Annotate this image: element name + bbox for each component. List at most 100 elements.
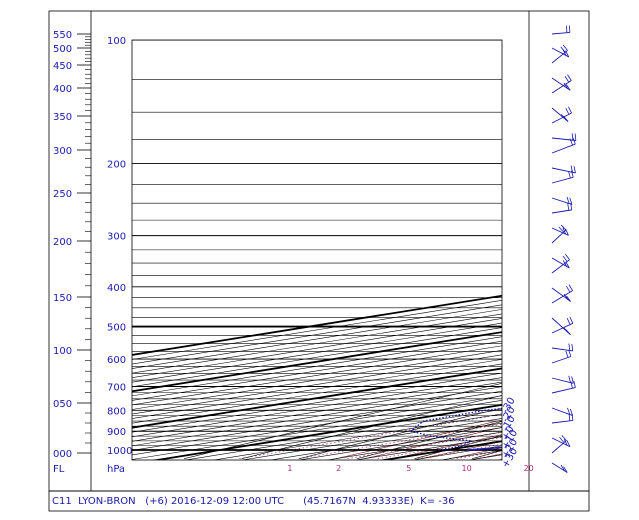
fl-tick-label: 250 — [53, 189, 72, 200]
wind-barb-flag — [570, 381, 573, 389]
pressure-tick-label: 1000 — [107, 446, 132, 457]
fl-tick-label: 050 — [53, 399, 72, 410]
station-footer: C11 LYON-BRON (+6) 2016-12-09 12:00 UTC … — [52, 496, 455, 510]
wind-barb-flag — [568, 349, 572, 357]
wind-barb-flag — [566, 440, 571, 447]
fl-tick-label: 400 — [53, 84, 72, 95]
wind-barb-staff — [551, 112, 572, 124]
wind-barb-flag — [562, 255, 568, 262]
wind-barb-flag — [571, 376, 574, 384]
fl-tick-label: 200 — [53, 237, 72, 248]
dry-adiabat — [356, 421, 502, 459]
wind-barb-flag — [568, 25, 571, 33]
wind-barb-flag — [568, 106, 572, 114]
wind-barb-staff — [551, 290, 573, 304]
footer-lead: (+6) — [145, 496, 168, 507]
footer-coords: (45.7167N 4.93333E) — [303, 496, 414, 507]
isotherm — [132, 349, 502, 410]
dewpoint-profile — [409, 407, 502, 451]
wind-barb-flag — [565, 228, 569, 236]
wind-barb-staff — [551, 347, 573, 352]
pressure-tick-label: 500 — [107, 323, 126, 334]
wind-barb-staff — [551, 259, 570, 274]
pressure-tick-label: 200 — [107, 159, 126, 170]
mixing-ratio-label: 10 — [462, 464, 472, 473]
wind-barb-flag — [566, 318, 571, 325]
wind-barb-flag — [566, 196, 570, 204]
fl-tick-label: 100 — [53, 346, 72, 357]
wind-barb-staff — [551, 143, 576, 154]
fl-tick-label: 300 — [53, 146, 72, 157]
wind-barb-flag — [565, 25, 568, 33]
wind-barb-flag — [571, 170, 574, 178]
wind-barb-flag — [562, 44, 568, 51]
wind-barb-flag — [569, 197, 573, 205]
wind-barb-flag — [564, 76, 570, 83]
saturated-adiabat — [335, 419, 502, 459]
wind-barb-staff — [551, 209, 572, 214]
pressure-tick-label: 100 — [107, 36, 126, 47]
wind-barb-flag — [567, 407, 571, 415]
wind-barb-flag — [571, 343, 574, 351]
wind-barb-flag — [566, 295, 571, 302]
wind-barb-flag — [562, 227, 567, 235]
footer-frame — [48, 490, 590, 512]
wind-barb-flag — [568, 343, 571, 351]
wind-barb-flag — [565, 253, 570, 261]
fl-tick-label: 150 — [53, 293, 72, 304]
footer-code: C11 — [52, 496, 72, 507]
pressure-tick-label: 400 — [107, 283, 126, 294]
wind-barb-staff — [551, 80, 572, 94]
wind-barb-flag — [567, 203, 570, 211]
wind-barb-flag — [563, 466, 568, 473]
pressure-tick-label: 900 — [107, 427, 126, 438]
wind-barb-staff — [551, 387, 576, 394]
wind-barb-flag — [569, 138, 573, 146]
wind-barb-staff — [551, 176, 574, 184]
wind-barb-staff — [551, 322, 574, 334]
wind-barb-staff — [551, 419, 573, 424]
fl-tick-label: 450 — [53, 61, 72, 72]
fl-axis-label: FL — [53, 464, 65, 475]
saturated-adiabat — [364, 427, 502, 459]
pressure-tick-label: 300 — [107, 232, 126, 243]
wind-barb-flag — [563, 82, 569, 89]
wind-barb-flag — [563, 438, 568, 446]
isotherm — [132, 359, 502, 419]
wind-barb-flag — [573, 380, 576, 388]
wind-barb-flag — [568, 375, 571, 383]
wind-barb-flag — [573, 166, 576, 174]
wind-barb-flag — [559, 436, 565, 443]
dry-adiabat — [299, 407, 502, 459]
dry-adiabat — [184, 382, 502, 459]
wind-barb-flag — [567, 74, 572, 81]
isotherm — [132, 363, 502, 424]
isotherm — [132, 372, 502, 433]
fl-tick-label: 350 — [53, 112, 72, 123]
fl-tick-label: 550 — [53, 30, 72, 41]
wind-barb-flag — [571, 133, 574, 141]
pressure-tick-label: 600 — [107, 355, 126, 366]
isotherm — [132, 386, 502, 447]
wind-barb-flag — [568, 413, 571, 421]
wind-barb-flag — [565, 350, 569, 358]
wind-barb-staff — [551, 462, 568, 473]
wind-barb-flag — [566, 285, 571, 293]
wind-barb-staff — [551, 377, 574, 384]
fl-tick-label: 000 — [53, 449, 72, 460]
isotherm — [132, 381, 502, 442]
wind-barb-staff — [551, 356, 572, 364]
plot-lines — [132, 40, 502, 460]
mixing-ratio-label: 2 — [336, 464, 341, 473]
fl-axis: 550 500 450 400 350 300 250 200 150 100 050 000 FL — [53, 30, 91, 475]
wind-barb-flag — [570, 202, 573, 210]
isotherm — [132, 395, 502, 456]
dry-adiabat — [241, 395, 502, 459]
wind-barb-flag — [561, 434, 567, 441]
mixing-ratio-label: 1 — [287, 464, 292, 473]
wind-barb-flag — [560, 46, 566, 53]
plot-area: 1002003004005006007008009001000hPa-90-80… — [107, 36, 534, 475]
isotherm — [132, 377, 502, 438]
wind-barb-flag — [565, 261, 570, 269]
